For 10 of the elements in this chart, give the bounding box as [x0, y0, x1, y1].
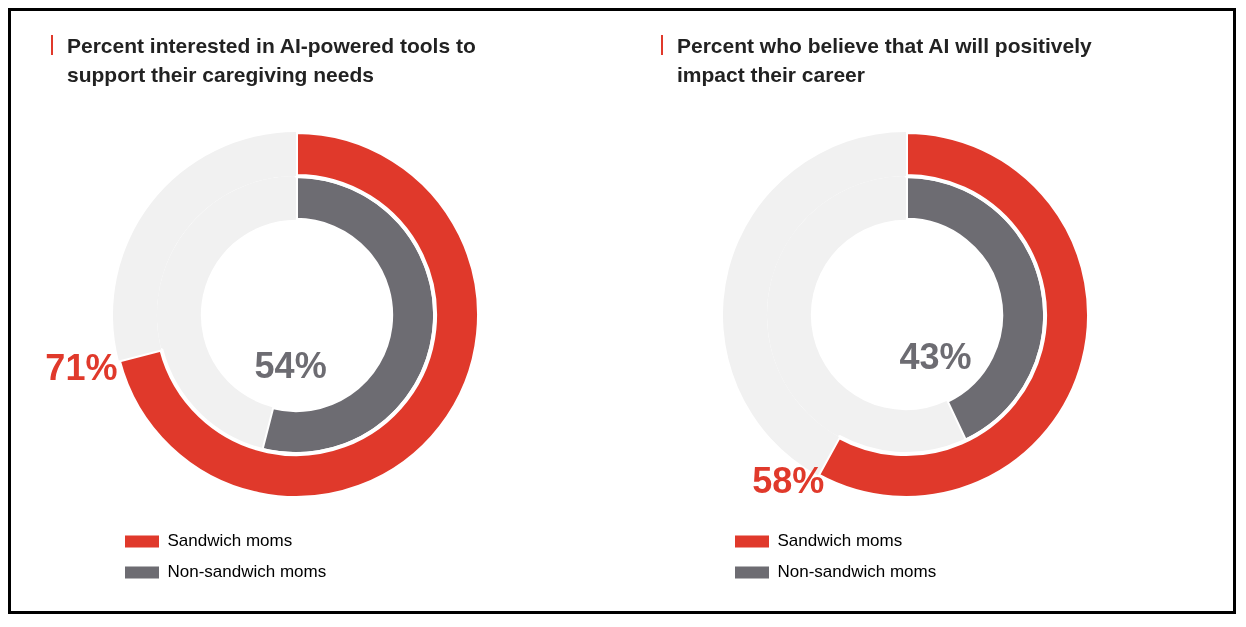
legend-label: Non-sandwich moms	[777, 562, 937, 582]
legend-label: Sandwich moms	[167, 531, 293, 551]
data-label: 58%	[752, 460, 825, 502]
legend-label: Sandwich moms	[777, 531, 903, 551]
legend-label: Non-sandwich moms	[167, 562, 327, 582]
data-label: 54%	[254, 344, 327, 386]
chart-title: Percent who believe that AI will positively impact their career	[677, 33, 1093, 88]
data-label: 43%	[899, 336, 972, 378]
chart-title: Percent interested in AI-powered tools to support their caregiving needs	[67, 33, 477, 88]
data-label: 71%	[45, 347, 118, 389]
